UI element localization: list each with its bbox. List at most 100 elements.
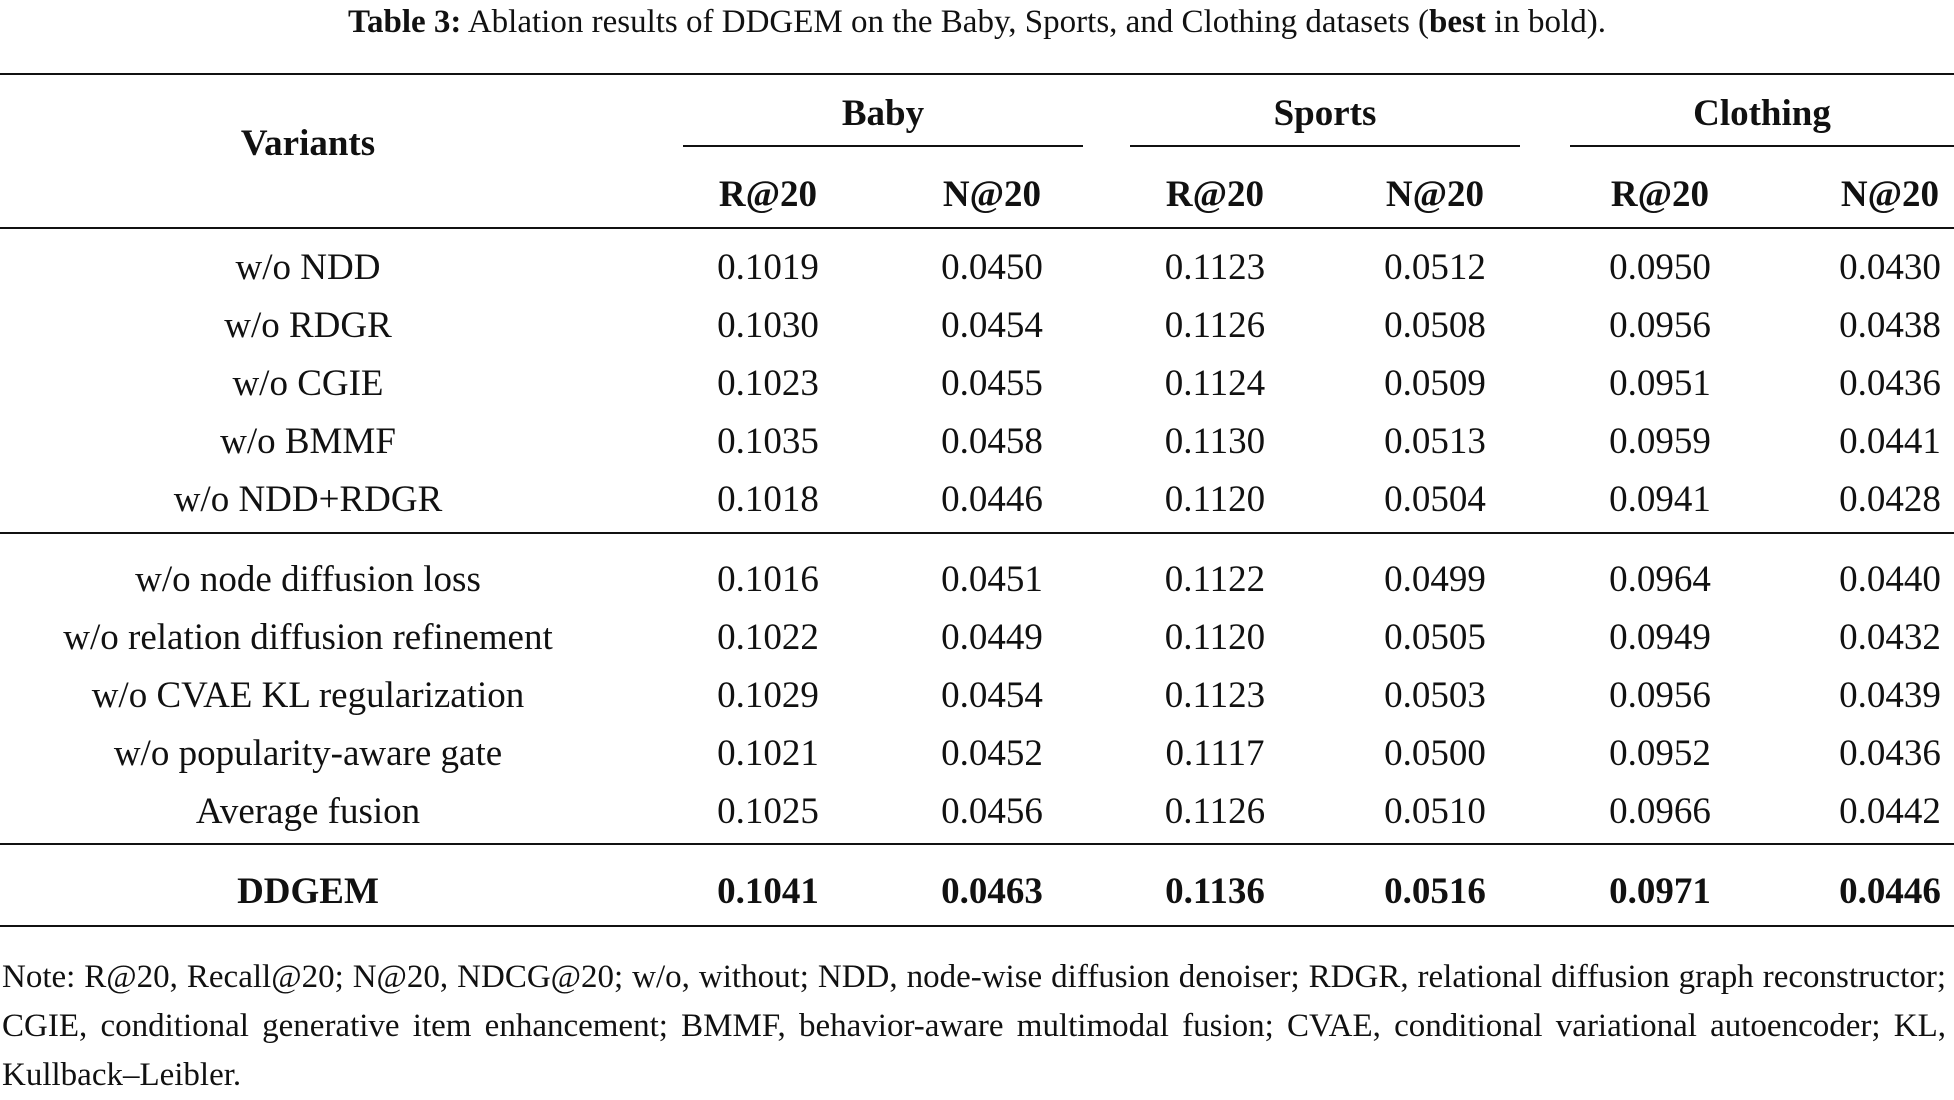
caption-label: Table 3: [348, 4, 462, 40]
table-cell: 0.1035 [717, 421, 819, 462]
table-cell: 0.0505 [1384, 617, 1486, 658]
table-cell: 0.0442 [1839, 791, 1941, 832]
best-value-cell: 0.0971 [1609, 871, 1711, 912]
table-cell: 0.1123 [1164, 675, 1266, 716]
best-value-cell: 0.1136 [1165, 871, 1265, 912]
table-caption: Table 3: Ablation results of DDGEM on th… [0, 2, 1954, 42]
table-cell: 0.1018 [717, 479, 819, 520]
table-cell: 0.0454 [941, 675, 1043, 716]
table-cell: 0.0446 [941, 479, 1043, 520]
table-cell: 0.0966 [1609, 791, 1711, 832]
table-cell: 0.1130 [1164, 421, 1266, 462]
table-cell: 0.1025 [717, 791, 819, 832]
top-rule [0, 73, 1954, 75]
caption-text-before: Ablation results of DDGEM on the Baby, S… [461, 4, 1430, 40]
final-variant-name: DDGEM [237, 871, 379, 912]
bottom-rule [0, 925, 1954, 927]
table-cell: 0.1120 [1164, 617, 1266, 658]
table-cell: 0.0508 [1384, 305, 1486, 346]
best-value-cell: 0.0446 [1839, 871, 1941, 912]
table-cell: 0.0956 [1609, 675, 1711, 716]
table-cell: 0.0450 [941, 247, 1043, 288]
table-cell: 0.1016 [717, 559, 819, 600]
table-cell: 0.1022 [717, 617, 819, 658]
final-separator-rule [0, 843, 1954, 845]
table-cell: 0.0440 [1839, 559, 1941, 600]
group-header-clothing: Clothing [1693, 93, 1831, 134]
table-cell: 0.0959 [1609, 421, 1711, 462]
table-cell: 0.0510 [1384, 791, 1486, 832]
table-cell: 0.0441 [1839, 421, 1941, 462]
caption-bold-word: best [1429, 4, 1486, 40]
variant-name: w/o BMMF [220, 421, 396, 462]
table-cell: 0.1023 [717, 363, 819, 404]
metric-header: N@20 [1840, 174, 1940, 215]
variant-name: w/o CVAE KL regularization [91, 675, 525, 716]
table-cell: 0.0438 [1839, 305, 1941, 346]
table-cell: 0.0941 [1609, 479, 1711, 520]
group-header-baby: Baby [841, 93, 925, 134]
table-cell: 0.0430 [1839, 247, 1941, 288]
group-underline-baby [683, 145, 1083, 147]
variant-name: w/o node diffusion loss [135, 559, 481, 600]
table-cell: 0.1117 [1165, 733, 1265, 774]
table-cell: 0.0950 [1609, 247, 1711, 288]
metric-header: R@20 [1165, 174, 1265, 215]
variant-name: w/o popularity-aware gate [113, 733, 503, 774]
table-cell: 0.0436 [1839, 733, 1941, 774]
variant-name: w/o NDD+RDGR [173, 479, 443, 520]
table-cell: 0.1124 [1164, 363, 1266, 404]
table-cell: 0.1021 [717, 733, 819, 774]
best-value-cell: 0.0516 [1384, 871, 1486, 912]
metric-header: N@20 [1385, 174, 1485, 215]
table-cell: 0.1019 [717, 247, 819, 288]
table-cell: 0.0951 [1609, 363, 1711, 404]
group-underline-clothing [1570, 145, 1954, 147]
metric-header: R@20 [1610, 174, 1710, 215]
group-header-sports: Sports [1273, 93, 1377, 134]
table-note: Note: R@20, Recall@20; N@20, NDCG@20; w/… [2, 959, 1946, 1093]
table-cell: 0.1030 [717, 305, 819, 346]
variant-name: w/o relation diffusion refinement [63, 617, 553, 658]
table-cell: 0.0504 [1384, 479, 1486, 520]
table-cell: 0.0964 [1609, 559, 1711, 600]
table-cell: 0.0436 [1839, 363, 1941, 404]
table-cell: 0.1126 [1164, 305, 1266, 346]
table-cell: 0.0449 [941, 617, 1043, 658]
table-cell: 0.0439 [1839, 675, 1941, 716]
table-cell: 0.0499 [1384, 559, 1486, 600]
table-cell: 0.1029 [717, 675, 819, 716]
best-value-cell: 0.0463 [941, 871, 1043, 912]
metric-header: N@20 [942, 174, 1042, 215]
table-cell: 0.0952 [1609, 733, 1711, 774]
variant-name: Average fusion [195, 791, 421, 832]
metric-header: R@20 [718, 174, 818, 215]
table-cell: 0.0451 [941, 559, 1043, 600]
table-cell: 0.0513 [1384, 421, 1486, 462]
table-cell: 0.1120 [1164, 479, 1266, 520]
table-cell: 0.1126 [1164, 791, 1266, 832]
table-cell: 0.0455 [941, 363, 1043, 404]
table-cell: 0.0458 [941, 421, 1043, 462]
group-underline-sports [1130, 145, 1520, 147]
variant-name: w/o RDGR [224, 305, 392, 346]
best-value-cell: 0.1041 [717, 871, 819, 912]
table-cell: 0.1122 [1164, 559, 1266, 600]
table-cell: 0.0432 [1839, 617, 1941, 658]
table-cell: 0.0456 [941, 791, 1043, 832]
table-cell: 0.0509 [1384, 363, 1486, 404]
table-cell: 0.0428 [1839, 479, 1941, 520]
table-cell: 0.0512 [1384, 247, 1486, 288]
table-cell: 0.0500 [1384, 733, 1486, 774]
table-cell: 0.0452 [941, 733, 1043, 774]
variant-name: w/o NDD [235, 247, 381, 288]
table-cell: 0.0956 [1609, 305, 1711, 346]
caption-text-after: in bold). [1485, 4, 1606, 40]
table-cell: 0.0949 [1609, 617, 1711, 658]
variant-name: w/o CGIE [232, 363, 384, 404]
variants-header: Variants [240, 123, 376, 164]
header-rule [0, 227, 1954, 229]
table-cell: 0.1123 [1164, 247, 1266, 288]
block-separator-rule [0, 532, 1954, 534]
table-cell: 0.0454 [941, 305, 1043, 346]
